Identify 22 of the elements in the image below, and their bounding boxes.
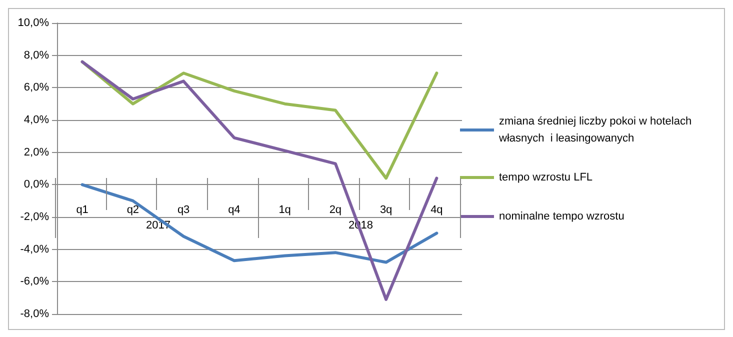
legend-label: tempo wzrostu LFL [499, 172, 593, 184]
y-tick-label: -2,0% [20, 211, 50, 223]
y-tick-label: 8,0% [24, 49, 50, 62]
x-tick-label: 3q [380, 204, 392, 216]
legend-label: nominalne tempo wzrostu [499, 210, 624, 222]
y-tick-label: 2,0% [24, 146, 50, 158]
x-tick-label: q3 [177, 204, 190, 216]
x-tick-label: q1 [76, 204, 88, 216]
legend-label: zmiana średniej liczby pokoi w hotelach własnych i leasingowanych [498, 116, 695, 144]
x-tick-label: 2q [329, 204, 342, 216]
y-tick-label: -6,0% [20, 276, 50, 288]
x-tick-label: 4q [430, 204, 443, 216]
y-tick-label: 6,0% [24, 82, 50, 94]
x-tick-label: q2 [126, 204, 140, 216]
y-tick-label: -8,0% [20, 308, 50, 320]
y-tick-label: 4,0% [24, 114, 50, 126]
x-tick-label: 1q [278, 204, 291, 216]
x-tick-label: q4 [228, 204, 240, 216]
y-tick-label: -4,0% [20, 243, 50, 256]
y-tick-label: 0,0% [24, 178, 50, 191]
y-tick-label: 10,0% [18, 17, 50, 29]
line-series [80, 60, 438, 180]
